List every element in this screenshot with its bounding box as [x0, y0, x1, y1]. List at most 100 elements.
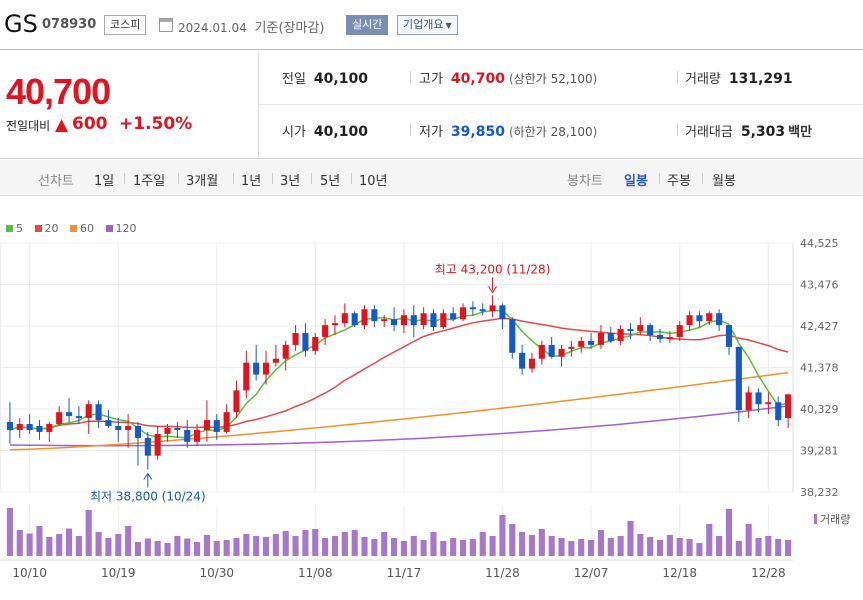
candle-body: [440, 313, 447, 328]
candle-body: [105, 420, 112, 427]
candle-body: [785, 394, 792, 419]
legend-ma5: 5: [6, 222, 23, 235]
volume-bar: [85, 510, 92, 556]
divider: [259, 104, 863, 105]
tab-candle-chart[interactable]: 봉차트: [567, 174, 603, 189]
candle-body: [725, 325, 733, 347]
volume-bar: [253, 536, 260, 556]
realtime-button[interactable]: 실시간: [346, 15, 389, 35]
tab-3y[interactable]: 3년: [280, 174, 301, 189]
candle-body: [341, 313, 348, 324]
x-tick-label: 12/18: [662, 566, 697, 580]
volume-bar: [272, 534, 279, 556]
stat-label: 거래대금: [685, 125, 733, 140]
change-label: 전일대비: [6, 119, 51, 133]
volume-bar: [233, 538, 240, 556]
volume-bar: [292, 536, 299, 556]
volume-bar: [351, 530, 358, 556]
candle-body: [528, 358, 536, 369]
tab-1y[interactable]: 1년: [241, 174, 262, 189]
stat-low: 저가 39,850 (하한가 28,100): [419, 121, 597, 140]
candle-body: [262, 362, 270, 375]
separator: [677, 71, 678, 83]
volume-bar: [538, 529, 545, 556]
volume-bar: [391, 538, 398, 556]
candle-body: [459, 307, 467, 320]
volume-bar: [144, 538, 151, 556]
volume-bar: [371, 539, 378, 556]
base-date: 2024.01.04 기준(장마감): [178, 17, 325, 36]
separator: [410, 71, 411, 83]
current-price: 40,700: [6, 71, 111, 112]
company-overview-button[interactable]: 기업개요 ▼: [397, 15, 458, 35]
candle-body: [302, 333, 309, 351]
candle-body: [46, 424, 53, 432]
legend-ma20: 20: [34, 222, 59, 235]
volume-bar: [637, 534, 644, 556]
candle-body: [154, 433, 161, 456]
candle-body: [765, 402, 772, 405]
price-summary: 40,700 전일대비 ▲ 600 +1.50% 전일 40,100 고가 40,7…: [0, 51, 863, 159]
volume-bar: [489, 536, 496, 556]
candle-body: [65, 412, 73, 417]
candle-body: [499, 305, 506, 320]
y-tick-label: 41,378: [800, 362, 839, 375]
stat-value: 39,850: [450, 124, 505, 140]
tab-weekly[interactable]: 주봉: [667, 174, 691, 189]
candle-body: [558, 348, 565, 357]
candle-body: [331, 323, 339, 326]
candle-body: [115, 426, 122, 430]
ma120-line: [9, 405, 789, 447]
candle-body: [706, 313, 713, 322]
candle-body: [647, 325, 654, 335]
candle-body: [410, 315, 417, 326]
volume-bar: [6, 508, 13, 556]
tab-line-chart[interactable]: 선차트: [38, 174, 74, 189]
volume-bar: [548, 536, 555, 556]
volume-bar: [568, 541, 575, 556]
candle-body: [174, 427, 181, 430]
volume-bar: [519, 532, 526, 556]
candle-body: [509, 319, 516, 353]
volume-bar: [410, 536, 417, 556]
max-label: 최고 43,200 (11/28): [435, 262, 551, 276]
candle-body: [95, 404, 102, 421]
volume-bar: [361, 537, 368, 556]
candle-body: [253, 362, 260, 375]
tab-1w[interactable]: 1주일: [133, 174, 166, 189]
volume-bar: [696, 543, 703, 556]
candle-body: [479, 309, 486, 312]
volume-bar: [243, 534, 250, 556]
candle-body: [637, 325, 644, 332]
candle-body: [125, 426, 132, 430]
volume-bar: [341, 532, 348, 556]
tab-monthly[interactable]: 월봉: [712, 174, 736, 189]
volume-bar: [203, 535, 210, 556]
volume-bar: [528, 535, 536, 556]
candle-body: [568, 346, 575, 349]
y-tick-label: 39,281: [800, 445, 839, 458]
tab-1d[interactable]: 1일: [94, 174, 115, 189]
candle-body: [6, 422, 13, 430]
volume-bar: [164, 543, 171, 556]
volume-bar: [184, 538, 191, 556]
candle-body: [430, 313, 437, 328]
candle-body: [607, 333, 614, 341]
market-badge: 코스피: [104, 15, 147, 35]
separator: [659, 173, 660, 184]
volume-bar: [36, 526, 43, 556]
candle-body: [213, 420, 220, 432]
candle-body: [617, 329, 624, 341]
candle-body: [755, 392, 762, 405]
candle-body: [351, 313, 358, 326]
candle-body: [233, 390, 240, 413]
candle-body: [223, 412, 230, 432]
tab-10y[interactable]: 10년: [359, 174, 388, 189]
tab-daily[interactable]: 일봉: [624, 174, 648, 189]
stat-value: 131,291: [728, 71, 793, 87]
tab-3m[interactable]: 3개월: [186, 174, 219, 189]
tab-5y[interactable]: 5년: [320, 174, 341, 189]
stat-label: 시가: [282, 125, 306, 140]
